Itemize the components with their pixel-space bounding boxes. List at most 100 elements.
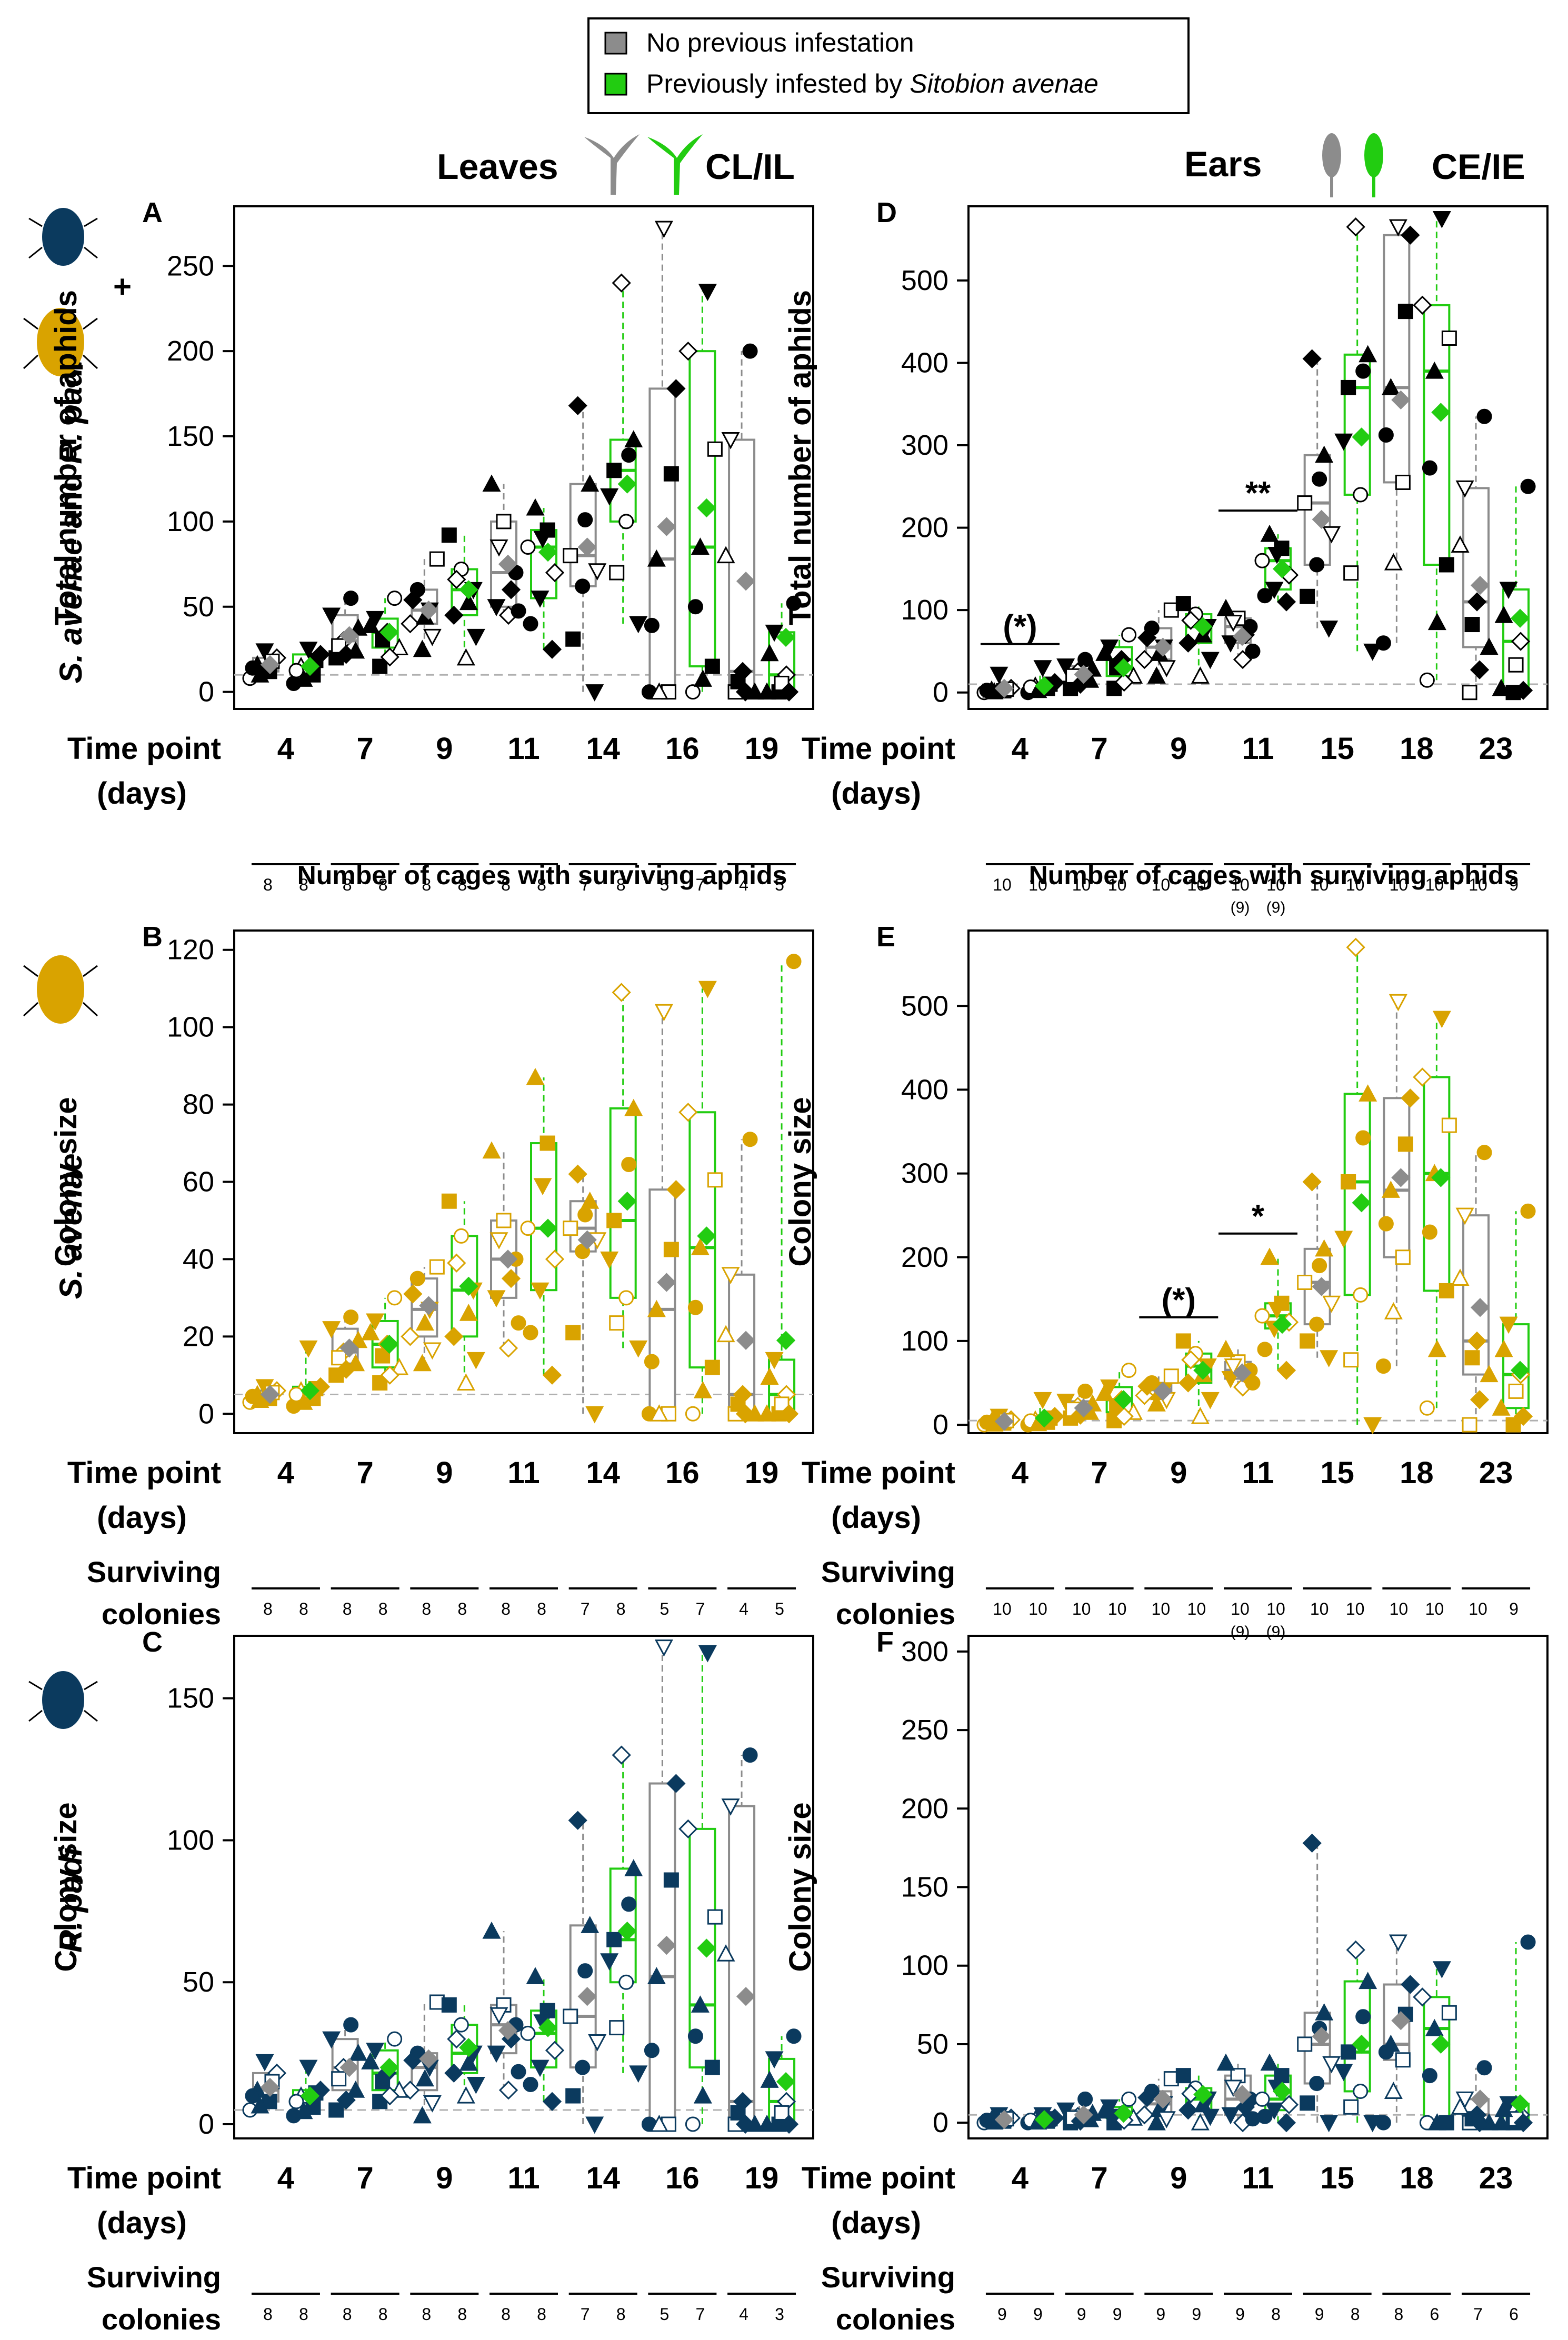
x-axis-label-unit: (days) [831,2206,921,2240]
surviving-label: Surviving [87,1555,221,1588]
data-point [1265,2102,1284,2120]
data-point [1384,553,1403,571]
y-axis-label: Colony size [49,1097,83,1266]
data-point [621,447,637,463]
x-tick-label: 14 [586,1456,620,1490]
data-point [1147,666,1166,684]
data-point [1441,2005,1457,2021]
data-point [1353,487,1369,503]
data-point [322,2031,341,2049]
data-point [482,474,501,492]
svg-text:S. avenae and R. padi: S. avenae and R. padi [53,358,88,683]
data-point [1297,495,1313,511]
data-point [606,1213,622,1228]
data-point [444,1327,464,1346]
cages-caption-right: Number of cages with surviving aphids [1029,861,1519,890]
data-point [1201,652,1220,669]
data-point [415,1313,434,1331]
x-tick-label: 16 [665,1456,700,1490]
box [648,1782,676,2126]
data-point [629,1340,648,1358]
signif-label: ** [1245,475,1271,512]
y-tick-label: 60 [183,1166,214,1198]
x-tick-label: 14 [586,732,620,766]
data-point [1520,1203,1536,1219]
data-point [588,2034,607,2052]
data-point [687,599,703,615]
aphid-gold-icon [23,308,98,376]
count-label: 8 [457,875,467,894]
data-point [1419,1400,1435,1416]
count-label: 9 [1033,2305,1043,2324]
data-point [1254,553,1270,568]
data-point [612,983,631,1002]
data-point [456,648,475,666]
box [1423,304,1451,566]
data-point [1397,304,1413,319]
count-label: 8 [501,2305,511,2324]
data-point [542,639,562,659]
data-point [1346,217,1365,237]
box [728,1805,756,2126]
data-point [776,1331,796,1350]
x-tick-label: 9 [436,1456,453,1490]
data-point [663,466,679,482]
data-point [1359,345,1377,363]
data-point [542,2092,562,2111]
x-tick-label: 7 [1091,2161,1107,2195]
data-point [255,643,274,661]
data-point [647,549,666,567]
data-point [419,601,438,620]
data-point [600,1953,619,1971]
data-point [606,463,622,478]
data-point [441,1997,457,2013]
data-point [331,1350,347,1366]
data-point [322,607,341,625]
data-point [447,1253,466,1273]
count-label: 8 [1271,2305,1281,2324]
data-point [401,1327,420,1346]
data-point [678,1819,698,1839]
data-point [379,2057,399,2077]
count-label: 10 [1469,1599,1487,1618]
data-point [1343,565,1359,581]
data-point [1260,524,1279,542]
data-point [403,590,423,609]
data-point [617,1192,637,1211]
data-point [1147,1394,1166,1412]
data-point [1245,643,1261,659]
data-point [349,2043,368,2061]
data-point [413,2106,432,2124]
data-point [624,430,643,448]
count-label: 5 [660,2305,669,2324]
data-point [1432,1961,1451,1978]
data-point [538,2018,558,2037]
data-point [1359,1084,1377,1102]
data-point [511,2064,526,2079]
y-tick-label: 100 [901,1325,948,1357]
data-point [487,1290,506,1308]
data-point [1257,1342,1273,1357]
panel-letter: D [876,197,897,228]
data-point [760,644,779,662]
y-tick-label: 200 [901,512,948,544]
data-point [1224,2079,1243,2097]
data-point [294,2102,313,2119]
data-point [496,1213,512,1228]
data-point [482,1921,501,1939]
data-point [588,563,607,581]
data-point [441,527,457,543]
data-point [654,1004,673,1022]
data-point [390,638,409,655]
data-point [647,1967,666,1984]
data-point [575,2059,591,2075]
data-point [1179,2101,1198,2120]
data-point [704,2059,720,2075]
count-label: 4 [739,2305,748,2324]
panel-C: C Colony size 0 50 100 150 Time point (days) 4 7 9… [49,1626,814,2336]
data-point [1378,427,1394,443]
data-point [1427,2113,1446,2131]
data-point [288,2094,304,2109]
data-point [1355,1130,1371,1146]
